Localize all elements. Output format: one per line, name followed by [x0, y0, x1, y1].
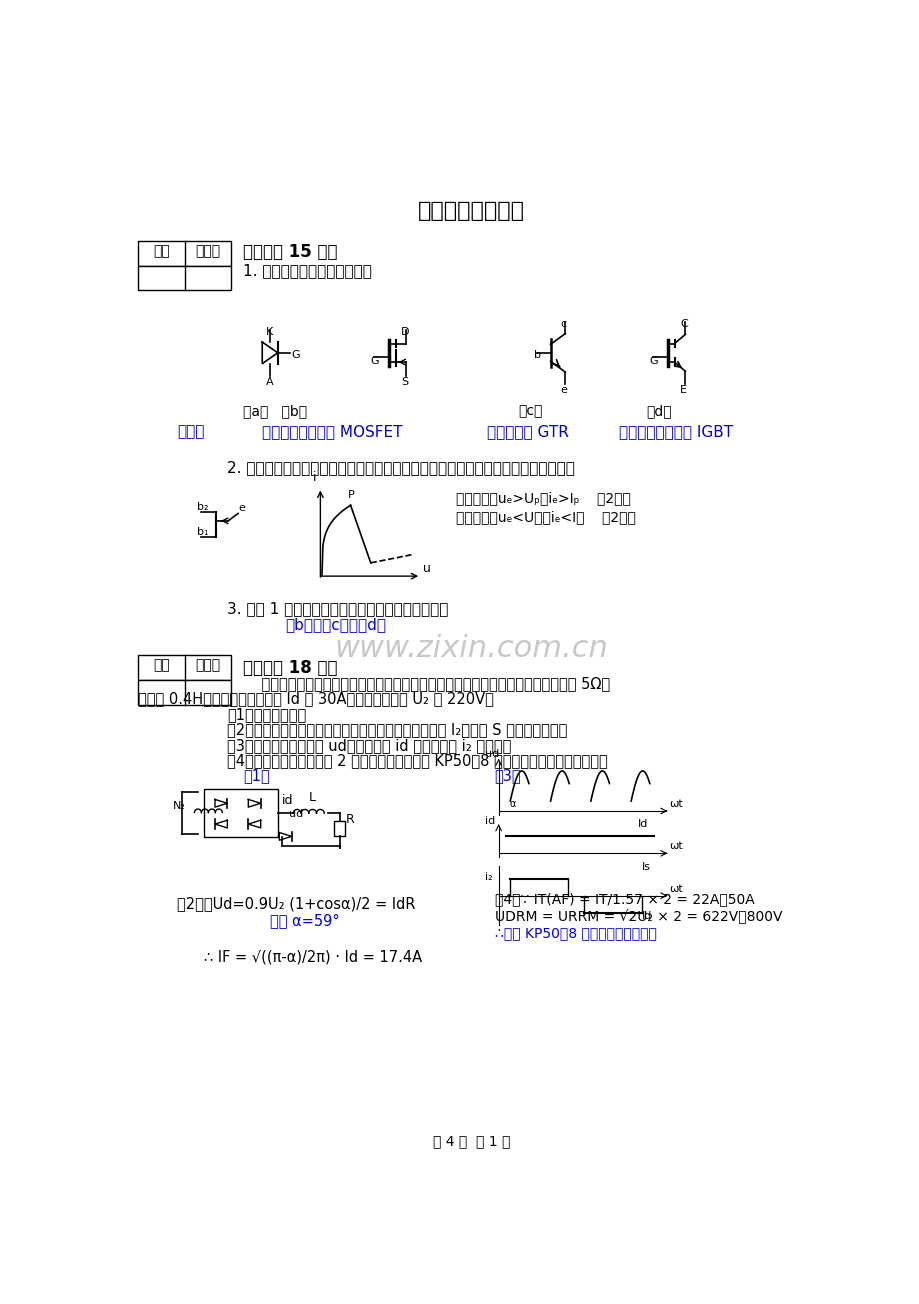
Text: ud: ud	[289, 810, 302, 819]
Text: www.zixin.com.cn: www.zixin.com.cn	[335, 634, 607, 662]
Text: 一、（共 15 分）: 一、（共 15 分）	[243, 244, 337, 262]
Text: （3）: （3）	[494, 768, 521, 784]
Text: 得分: 得分	[153, 244, 170, 258]
Text: S: S	[401, 377, 408, 387]
Text: Id: Id	[638, 819, 648, 829]
Text: 导通条件：uₑ>Uₚ，iₑ>Iₚ    （2分）: 导通条件：uₑ>Uₚ，iₑ>Iₚ （2分）	[456, 492, 630, 506]
Text: 电力电子考试试卷: 电力电子考试试卷	[417, 201, 525, 222]
Text: ωt: ωt	[668, 884, 682, 893]
Text: u: u	[423, 562, 431, 575]
Text: 电力晶体管 GTR: 电力晶体管 GTR	[486, 424, 568, 439]
Text: 截止条件：uₑ<U꜀，iₑ<I꜀    （2分）: 截止条件：uₑ<U꜀，iₑ<I꜀ （2分）	[456, 511, 635, 524]
Text: 解得 α=59°: 解得 α=59°	[269, 913, 339, 928]
Text: 评卷人: 评卷人	[195, 659, 221, 673]
Text: E: E	[680, 385, 686, 395]
Text: 二、（共 18 分）: 二、（共 18 分）	[243, 659, 337, 677]
Text: L: L	[309, 792, 315, 805]
Text: i: i	[312, 472, 316, 484]
Text: Id: Id	[641, 910, 652, 921]
Text: e: e	[560, 385, 566, 395]
Text: C: C	[679, 319, 687, 329]
Text: （a）   （b）: （a） （b）	[243, 404, 307, 419]
Text: N₂: N₂	[173, 802, 186, 811]
Bar	[138, 266, 231, 291]
Text: 电感为 0.4H，励磁直流平均电流 Id 为 30A，交流电源电压 U₂ 为 220V。: 电感为 0.4H，励磁直流平均电流 Id 为 30A，交流电源电压 U₂ 为 2…	[138, 691, 494, 707]
Text: （c）: （c）	[517, 404, 542, 419]
Text: ∴采用 KP50－8 的晶闸管是合理的。: ∴采用 KP50－8 的晶闸管是合理的。	[494, 926, 656, 940]
Text: 电力场效应晶体管 MOSFET: 电力场效应晶体管 MOSFET	[262, 424, 403, 439]
Text: ∴ IF = √((π-α)/2π) · Id = 17.4A: ∴ IF = √((π-α)/2π) · Id = 17.4A	[204, 949, 422, 965]
Bar	[204, 789, 278, 837]
Text: （3）作出整流输出电压 ud、输出电流 id 和电源电流 i₂ 的波形；: （3）作出整流输出电压 ud、输出电流 id 和电源电流 i₂ 的波形；	[227, 738, 511, 752]
Text: （2）计算晶闸管和续流二极管的电流有效值；电源电流 I₂、容量 S 以及功率因数；: （2）计算晶闸管和续流二极管的电流有效值；电源电流 I₂、容量 S 以及功率因数…	[227, 722, 567, 738]
Text: UDRM = URRM = √2U₂ × 2 = 622V（800V: UDRM = URRM = √2U₂ × 2 = 622V（800V	[494, 910, 781, 925]
Text: e: e	[238, 503, 244, 512]
Text: P: P	[348, 489, 355, 499]
Text: b₁: b₁	[197, 527, 209, 536]
Text: c: c	[560, 319, 566, 329]
Text: ωt: ωt	[668, 799, 682, 808]
Text: K: K	[267, 326, 273, 336]
Text: 晶闸管: 晶闸管	[176, 424, 204, 439]
Text: 绝缘栅双极晶体管 IGBT: 绝缘栅双极晶体管 IGBT	[618, 424, 732, 439]
Text: 得分: 得分	[153, 659, 170, 673]
Text: （1）画出电路图；: （1）画出电路图；	[227, 707, 306, 722]
Bar	[138, 681, 231, 704]
Text: i₂: i₂	[484, 872, 492, 883]
Text: （2）由Ud=0.9U₂ (1+cosα)/2 = IdR: （2）由Ud=0.9U₂ (1+cosα)/2 = IdR	[176, 896, 415, 910]
Text: 评卷人: 评卷人	[195, 244, 221, 258]
Text: A: A	[266, 377, 274, 387]
Text: id: id	[281, 794, 293, 807]
Text: （b），（c），（d）: （b），（c），（d）	[285, 617, 386, 632]
Text: 具有续流二极管的单相桥式全控整流电路，对发电机励磁绕组供电。绕组的电阻为 5Ω，: 具有续流二极管的单相桥式全控整流电路，对发电机励磁绕组供电。绕组的电阻为 5Ω，	[243, 677, 609, 691]
Text: 1. 写出下列电路符号的名称。: 1. 写出下列电路符号的名称。	[243, 262, 371, 278]
Text: （d）: （d）	[645, 404, 671, 419]
Text: G: G	[290, 349, 300, 360]
Text: （1）: （1）	[243, 768, 269, 784]
Text: 共 4 页  第 1 页: 共 4 页 第 1 页	[432, 1134, 510, 1149]
Text: b: b	[534, 349, 540, 360]
Text: D: D	[400, 326, 409, 336]
Text: （4）若电压和电流都考虑 2 倍的安全裕量，采用 KP50－8 的晶闸管是否合理？为什么？: （4）若电压和电流都考虑 2 倍的安全裕量，采用 KP50－8 的晶闸管是否合理…	[227, 754, 607, 768]
Text: b₂: b₂	[197, 502, 209, 512]
Bar	[334, 822, 345, 836]
Text: R: R	[346, 812, 355, 825]
Text: 3. 在第 1 题所给的器件中，哪些属于自关断器件？: 3. 在第 1 题所给的器件中，哪些属于自关断器件？	[227, 601, 448, 617]
Text: ud: ud	[484, 748, 498, 759]
Text: 2. 画出单结晶体管的电路符号及伏安特性；说明单结晶体管的导通条件和截止条件。: 2. 画出单结晶体管的电路符号及伏安特性；说明单结晶体管的导通条件和截止条件。	[227, 460, 574, 476]
Bar	[138, 656, 231, 681]
Text: Is: Is	[641, 862, 651, 871]
Text: G: G	[370, 356, 379, 366]
Text: （4）∵ IT(AF) = IT/1.57 × 2 = 22A（50A: （4）∵ IT(AF) = IT/1.57 × 2 = 22A（50A	[494, 892, 754, 906]
Bar	[138, 241, 231, 266]
Text: α: α	[509, 799, 516, 808]
Text: ωt: ωt	[668, 841, 682, 852]
Text: G: G	[649, 356, 658, 366]
Text: id: id	[484, 816, 494, 825]
